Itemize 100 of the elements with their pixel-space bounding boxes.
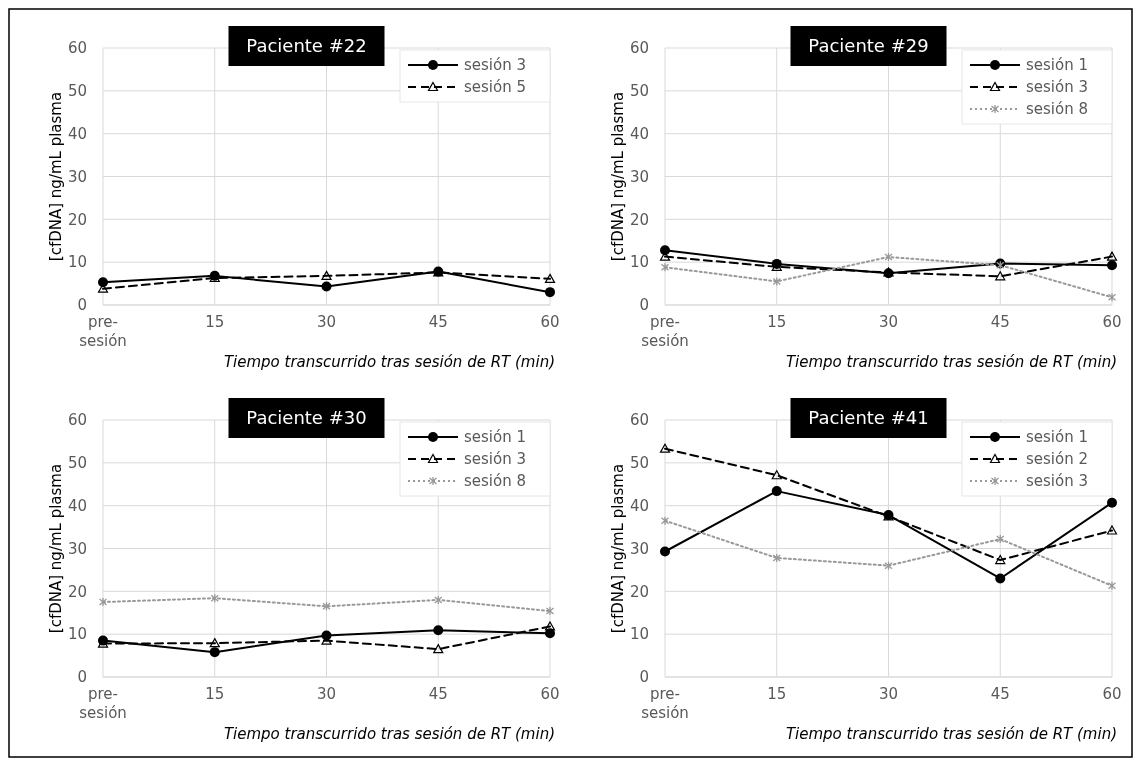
point — [660, 262, 670, 272]
point — [209, 638, 220, 648]
legend-label: sesión 8 — [1026, 100, 1089, 119]
y-tick-label: 30 — [67, 167, 87, 186]
point — [433, 644, 444, 654]
point — [772, 553, 781, 563]
chart-title: Paciente #30 — [246, 407, 367, 429]
x-tick-label: 30 — [878, 313, 899, 331]
y-tick-label: 50 — [67, 82, 87, 101]
point — [1107, 581, 1117, 591]
y-tick-label: 0 — [639, 668, 649, 687]
legend-label: sesión 2 — [1026, 450, 1089, 469]
y-tick-label: 50 — [67, 454, 87, 473]
x-tick-label: 60 — [1102, 313, 1122, 331]
x-tick-label: 15 — [205, 685, 225, 703]
point — [434, 595, 443, 605]
legend-label: sesión 3 — [1026, 78, 1089, 97]
y-axis-title: [cfDNA] ng/mL plasma — [609, 463, 627, 634]
y-tick-label: 0 — [77, 668, 87, 687]
y-tick-label: 0 — [77, 296, 87, 315]
y-axis-title: [cfDNA] ng/mL plasma — [609, 91, 627, 262]
y-tick-label: 60 — [629, 39, 649, 58]
y-tick-label: 40 — [629, 124, 649, 143]
point — [1107, 497, 1117, 508]
y-tick-label: 40 — [629, 496, 649, 515]
x-tick-label: 45 — [990, 685, 1010, 703]
point — [1107, 260, 1117, 271]
x-tick-label: pre-sesión — [641, 313, 689, 350]
y-tick-label: 30 — [67, 539, 87, 558]
y-axis-title: [cfDNA] ng/mL plasma — [47, 91, 65, 262]
y-tick-label: 10 — [629, 625, 649, 644]
x-tick-label: 30 — [878, 685, 899, 703]
y-tick-label: 60 — [629, 411, 649, 430]
point — [996, 534, 1005, 544]
y-tick-label: 10 — [67, 625, 87, 644]
y-tick-label: 50 — [629, 82, 649, 101]
x-tick-label: 45 — [990, 313, 1010, 331]
y-tick-label: 60 — [67, 411, 87, 430]
point — [545, 606, 555, 616]
x-axis-title: Tiempo transcurrido tras sesión de RT (min) — [785, 725, 1117, 743]
y-tick-label: 20 — [629, 582, 649, 601]
point — [322, 601, 331, 611]
point — [209, 647, 220, 658]
point — [660, 546, 670, 557]
point — [771, 486, 782, 497]
chart-title: Paciente #41 — [808, 407, 929, 429]
legend-label: sesión 1 — [1026, 428, 1089, 447]
y-tick-label: 20 — [67, 210, 87, 229]
x-tick-label: pre-sesión — [79, 313, 127, 350]
point — [1107, 292, 1117, 302]
x-tick-label: 30 — [316, 685, 337, 703]
legend-label: sesión 5 — [464, 78, 527, 97]
y-tick-label: 10 — [67, 253, 87, 272]
point — [884, 252, 893, 262]
x-tick-label: pre-sesión — [79, 685, 127, 722]
x-axis-title: Tiempo transcurrido tras sesión de RT (min) — [223, 725, 555, 743]
x-tick-label: 60 — [540, 313, 560, 331]
legend-label: sesión 3 — [464, 450, 527, 469]
y-tick-label: 30 — [629, 539, 649, 558]
y-tick-label: 30 — [629, 167, 649, 186]
legend-label: sesión 1 — [1026, 56, 1089, 75]
y-tick-label: 50 — [629, 454, 649, 473]
point — [995, 554, 1006, 565]
point — [772, 276, 781, 287]
x-tick-label: 15 — [205, 313, 225, 331]
y-tick-label: 20 — [67, 582, 87, 601]
legend-label: sesión 8 — [464, 472, 527, 491]
x-tick-label: 15 — [767, 685, 787, 703]
point — [884, 560, 893, 571]
y-tick-label: 0 — [639, 296, 649, 315]
legend-label: sesión 3 — [1026, 472, 1089, 491]
point — [433, 625, 444, 636]
legend-label: sesión 1 — [464, 428, 527, 447]
y-axis-title: [cfDNA] ng/mL plasma — [47, 463, 65, 634]
point — [995, 573, 1006, 584]
point — [210, 593, 219, 603]
x-tick-label: pre-sesión — [641, 685, 689, 722]
x-tick-label: 45 — [428, 313, 448, 331]
chart-title: Paciente #29 — [808, 35, 929, 57]
x-tick-label: 60 — [540, 685, 560, 703]
point — [98, 597, 108, 607]
point — [1106, 525, 1118, 535]
y-tick-label: 10 — [629, 253, 649, 272]
y-tick-label: 40 — [67, 124, 87, 143]
point — [544, 621, 556, 631]
y-tick-label: 20 — [629, 210, 649, 229]
y-tick-label: 60 — [67, 39, 87, 58]
x-axis-title: Tiempo transcurrido tras sesión de RT (min) — [223, 353, 555, 371]
point — [660, 516, 670, 526]
legend-label: sesión 3 — [464, 56, 527, 75]
point — [1106, 251, 1118, 261]
x-tick-label: 60 — [1102, 685, 1122, 703]
x-tick-label: 30 — [316, 313, 337, 331]
point — [771, 470, 782, 480]
point — [659, 443, 671, 453]
point — [995, 271, 1006, 281]
x-tick-label: 45 — [428, 685, 448, 703]
x-axis-title: Tiempo transcurrido tras sesión de RT (min) — [785, 353, 1117, 371]
chart-title: Paciente #22 — [246, 35, 367, 57]
y-tick-label: 40 — [67, 496, 87, 515]
